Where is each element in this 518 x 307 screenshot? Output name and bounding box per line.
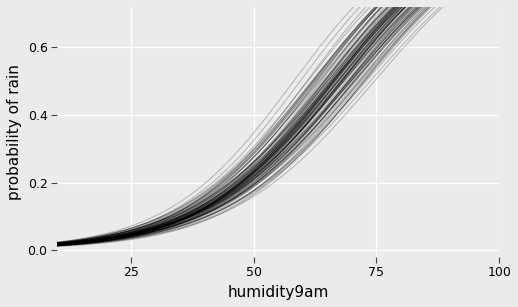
Y-axis label: probability of rain: probability of rain [7,64,22,200]
X-axis label: humidity9am: humidity9am [227,285,329,300]
